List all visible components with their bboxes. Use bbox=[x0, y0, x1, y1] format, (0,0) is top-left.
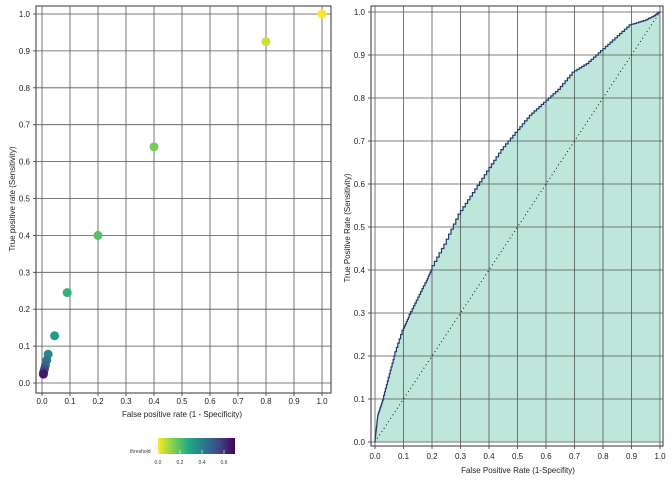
roc-point bbox=[261, 37, 271, 47]
left-y-tick-label: 0.4 bbox=[19, 231, 31, 240]
right-y-tick-label: 0.5 bbox=[354, 223, 366, 232]
right-chart: 0.0 0.1 0.2 0.3 0.4 0.5 0.6 0.7 0.8 0.9 1.0 0.0 0.1… bbox=[343, 5, 666, 475]
right-y-tick-label: 0.2 bbox=[354, 352, 366, 361]
left-y-tick-label: 0.8 bbox=[19, 84, 31, 93]
left-x-tick-label: 0.3 bbox=[120, 397, 132, 406]
right-grid bbox=[371, 6, 663, 446]
right-y-tick-label: 0.8 bbox=[354, 94, 366, 103]
roc-point bbox=[38, 369, 48, 379]
left-x-tick-label: 1.0 bbox=[316, 397, 328, 406]
right-x-tick-label: 0.0 bbox=[369, 452, 381, 461]
right-x-tick-label: 0.6 bbox=[540, 452, 552, 461]
right-x-tick-label: 0.7 bbox=[569, 452, 581, 461]
left-x-ticks: 0.0 0.1 0.2 0.3 0.4 0.5 0.6 0.7 0.8 0.9 1.0 bbox=[36, 393, 328, 406]
right-x-tick-label: 0.5 bbox=[512, 452, 524, 461]
roc-point bbox=[317, 9, 327, 19]
left-y-tick-label: 0.5 bbox=[19, 195, 31, 204]
left-y-axis-title: True positive rate (Sensitivity) bbox=[8, 146, 17, 251]
left-x-tick-label: 0.5 bbox=[176, 397, 188, 406]
colorbar-tick-label: 0.2 bbox=[177, 460, 184, 466]
left-x-tick-label: 0.9 bbox=[288, 397, 300, 406]
left-x-tick-label: 0.4 bbox=[148, 397, 160, 406]
roc-point bbox=[93, 230, 103, 240]
left-x-tick-label: 0.0 bbox=[36, 397, 48, 406]
roc-point bbox=[50, 331, 60, 341]
right-x-tick-label: 0.3 bbox=[455, 452, 467, 461]
right-y-tick-label: 0.7 bbox=[354, 137, 366, 146]
left-panel-border bbox=[35, 5, 332, 394]
roc-curve-line bbox=[374, 11, 660, 442]
left-y-tick-label: 0.2 bbox=[19, 305, 31, 314]
right-y-tick-label: 0.1 bbox=[354, 395, 366, 404]
colorbar-tick-label: 0.6 bbox=[221, 460, 228, 466]
right-x-tick-label: 0.9 bbox=[626, 452, 638, 461]
colorbar-tick-label: 0.4 bbox=[199, 460, 206, 466]
right-y-tick-label: 1.0 bbox=[354, 8, 366, 17]
left-y-tick-label: 0.6 bbox=[19, 158, 31, 167]
colorbar bbox=[158, 438, 235, 454]
left-x-tick-label: 0.7 bbox=[232, 397, 244, 406]
left-y-tick-label: 0.3 bbox=[19, 268, 31, 277]
right-x-axis-title: False Positive Rate (1-Specifity) bbox=[461, 466, 575, 475]
left-x-axis-title: False positive rate (1 - Specificity) bbox=[122, 410, 242, 419]
right-x-tick-label: 0.4 bbox=[483, 452, 495, 461]
left-y-tick-label: 0.9 bbox=[19, 47, 31, 56]
roc-point bbox=[62, 288, 72, 298]
legend-title: threshold bbox=[130, 449, 151, 455]
right-x-tick-label: 0.8 bbox=[597, 452, 609, 461]
colorbar-tick-label: 0.0 bbox=[155, 460, 162, 466]
right-y-tick-label: 0.0 bbox=[354, 438, 366, 447]
right-y-tick-label: 0.4 bbox=[354, 266, 366, 275]
colorbar-ticks: 0.0 0.2 0.4 0.6 bbox=[155, 450, 228, 466]
right-y-axis-title: True Positive Rate (Sensitivity) bbox=[343, 173, 352, 282]
left-chart: 0.0 0.1 0.2 0.3 0.4 0.5 0.6 0.7 0.8 0.9 1.0 0.0 0.1… bbox=[8, 5, 332, 466]
right-y-tick-label: 0.9 bbox=[354, 51, 366, 60]
right-y-ticks: 0.0 0.1 0.2 0.3 0.4 0.5 0.6 0.7 0.8 0.9 1.0 bbox=[354, 8, 371, 447]
right-x-tick-label: 1.0 bbox=[654, 452, 666, 461]
left-points bbox=[38, 9, 327, 379]
left-x-tick-label: 0.2 bbox=[92, 397, 104, 406]
left-x-tick-label: 0.1 bbox=[64, 397, 76, 406]
left-x-tick-label: 0.6 bbox=[204, 397, 216, 406]
roc-point bbox=[149, 142, 159, 152]
colorbar-legend: threshold 0.0 0.2 0.4 0.6 bbox=[130, 438, 235, 466]
left-y-tick-label: 1.0 bbox=[19, 10, 31, 19]
right-x-ticks: 0.0 0.1 0.2 0.3 0.4 0.5 0.6 0.7 0.8 0.9 1.0 bbox=[369, 446, 666, 461]
right-y-tick-label: 0.3 bbox=[354, 309, 366, 318]
right-x-tick-label: 0.1 bbox=[398, 452, 410, 461]
left-y-tick-label: 0.0 bbox=[19, 379, 31, 388]
left-y-ticks: 0.0 0.1 0.2 0.3 0.4 0.5 0.6 0.7 0.8 0.9 1.0 bbox=[19, 10, 36, 388]
left-grid bbox=[36, 6, 331, 393]
left-x-tick-label: 0.8 bbox=[260, 397, 272, 406]
left-y-tick-label: 0.7 bbox=[19, 121, 31, 130]
right-y-tick-label: 0.6 bbox=[354, 180, 366, 189]
right-x-tick-label: 0.2 bbox=[426, 452, 438, 461]
left-y-tick-label: 0.1 bbox=[19, 342, 31, 351]
